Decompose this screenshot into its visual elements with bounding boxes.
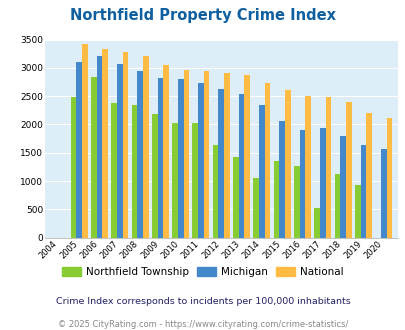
Bar: [96, 56, 102, 238]
Legend: Northfield Township, Michigan, National: Northfield Township, Michigan, National: [58, 263, 347, 281]
Bar: [163, 65, 168, 238]
Bar: [279, 121, 284, 238]
Bar: [319, 128, 325, 238]
Bar: [299, 130, 305, 238]
Bar: [258, 105, 264, 238]
Bar: [183, 70, 189, 238]
Bar: [111, 103, 117, 238]
Bar: [325, 97, 330, 238]
Text: © 2025 CityRating.com - https://www.cityrating.com/crime-statistics/: © 2025 CityRating.com - https://www.city…: [58, 320, 347, 329]
Bar: [143, 56, 148, 238]
Bar: [151, 114, 157, 238]
Bar: [313, 208, 319, 238]
Bar: [293, 166, 299, 238]
Bar: [365, 113, 371, 238]
Bar: [284, 90, 290, 238]
Bar: [334, 174, 339, 238]
Bar: [305, 96, 310, 238]
Bar: [203, 71, 209, 238]
Bar: [232, 157, 238, 238]
Bar: [354, 185, 360, 238]
Bar: [238, 94, 244, 238]
Bar: [131, 105, 137, 238]
Bar: [122, 52, 128, 238]
Bar: [91, 77, 96, 238]
Bar: [76, 62, 82, 238]
Bar: [177, 79, 183, 238]
Bar: [386, 118, 391, 238]
Bar: [137, 71, 143, 238]
Bar: [172, 123, 177, 238]
Text: Crime Index corresponds to incidents per 100,000 inhabitants: Crime Index corresponds to incidents per…: [55, 297, 350, 306]
Bar: [253, 178, 258, 238]
Bar: [192, 123, 198, 238]
Bar: [102, 49, 108, 238]
Bar: [117, 64, 122, 238]
Bar: [360, 145, 365, 238]
Bar: [345, 102, 351, 238]
Bar: [70, 97, 76, 238]
Bar: [212, 146, 218, 238]
Bar: [380, 149, 386, 238]
Bar: [224, 73, 229, 238]
Bar: [273, 161, 279, 238]
Bar: [218, 89, 224, 238]
Bar: [157, 78, 163, 238]
Text: Northfield Property Crime Index: Northfield Property Crime Index: [70, 8, 335, 23]
Bar: [82, 44, 87, 238]
Bar: [198, 82, 203, 238]
Bar: [339, 136, 345, 238]
Bar: [244, 75, 249, 238]
Bar: [264, 82, 270, 238]
